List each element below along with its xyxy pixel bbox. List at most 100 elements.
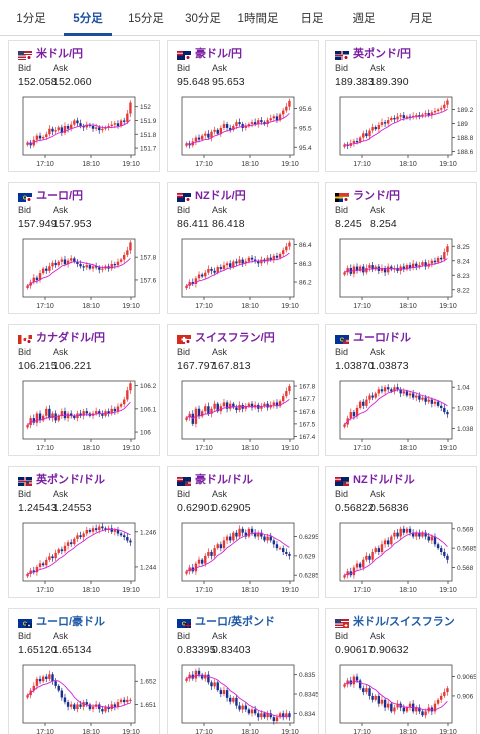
candle-body <box>343 424 346 427</box>
currency-card[interactable]: ユーロ/円 Bid 157.949 Ask 157.953 17:10 18:10 19:10… <box>8 182 160 314</box>
candlestick-chart: 17:10 18:10 19:10 157.8 157.6 <box>22 238 157 310</box>
candle-body <box>282 713 285 718</box>
currency-card[interactable]: 豪ドル/ドル Bid 0.62901 Ask 0.62905 17:10 18:10 19:1… <box>167 466 319 598</box>
currency-pair-link[interactable]: 英ポンド/ドル <box>9 467 161 487</box>
candle-body <box>446 246 449 253</box>
ask-value: 152.060 <box>53 76 92 88</box>
candle-body <box>113 123 117 125</box>
price-chart[interactable]: 17:10 18:10 19:10 157.8 157.6 <box>11 235 159 313</box>
currency-pair-link[interactable]: 米ドル/スイスフラン <box>326 609 478 629</box>
candle-body <box>101 268 104 270</box>
currency-card[interactable]: NZドル/ドル Bid 0.56822 Ask 0.56836 17:10 18:10 19:… <box>325 466 477 598</box>
currency-card[interactable]: 米ドル/スイスフラン Bid 0.90617 Ask 0.90632 17:10 18:10… <box>325 608 477 734</box>
price-chart[interactable]: 17:10 18:10 19:10 0.6295 0.629 0.6285 <box>170 519 318 597</box>
plot-frame <box>339 96 453 156</box>
currency-card[interactable]: スイスフラン/円 Bid 167.797 Ask 167.813 17:10 18:10 19… <box>167 324 319 456</box>
candle-body <box>362 688 365 693</box>
plot-frame <box>181 380 295 440</box>
currency-pair-link[interactable]: 豪ドル/ドル <box>168 467 320 487</box>
currency-card[interactable]: カナダドル/円 Bid 106.215 Ask 106.221 17:10 18:10 19:… <box>8 324 160 456</box>
price-chart[interactable]: 17:10 18:10 19:10 106.2 106.1 106 <box>11 377 159 455</box>
candle-body <box>263 536 266 541</box>
candle-body <box>247 709 251 714</box>
currency-pair-name: カナダドル/円 <box>36 332 106 344</box>
candle-body <box>26 695 29 698</box>
candle-body <box>232 126 235 130</box>
candle-body <box>418 532 421 537</box>
price-chart[interactable]: 17:10 18:10 19:10 95.6 95.5 95.4 <box>170 93 318 171</box>
currency-card[interactable]: ユーロ/ドル Bid 1.03870 Ask 1.03873 17:10 18:10 19:1… <box>325 324 477 456</box>
candle-body <box>288 242 291 247</box>
price-chart[interactable]: 17:10 18:10 19:10 1.04 1.039 1.038 <box>328 377 476 455</box>
tab-7[interactable]: 月足 <box>409 13 433 25</box>
candle-body <box>405 116 409 118</box>
price-chart[interactable]: 17:10 18:10 19:10 0.569 0.5685 0.568 <box>328 519 476 597</box>
moving-average-line <box>344 389 448 425</box>
price-chart[interactable]: 17:10 18:10 19:10 152 151.9 151.8 151.7 <box>11 93 159 171</box>
moving-average-line <box>186 399 290 419</box>
price-chart[interactable]: 17:10 18:10 19:10 1.246 1.244 <box>11 519 159 597</box>
tab-6[interactable]: 週足 <box>352 13 376 25</box>
candle-body <box>45 408 48 416</box>
currency-pair-link[interactable]: ユーロ/ドル <box>326 325 478 345</box>
tab-1[interactable]: 5分足 <box>64 0 112 36</box>
candle-body <box>241 528 244 533</box>
candle-body <box>390 536 393 545</box>
currency-pair-link[interactable]: NZドル/円 <box>168 183 320 203</box>
bid-label: Bid <box>177 489 191 499</box>
candle-body <box>371 552 374 560</box>
price-chart[interactable]: 17:10 18:10 19:10 167.8 167.7 167.6 167.5 167.4 <box>170 377 318 455</box>
currency-pair-link[interactable]: 米ドル/円 <box>9 41 161 61</box>
tab-4[interactable]: 1時間足 <box>237 13 279 25</box>
candle-body <box>94 127 98 129</box>
candle-body <box>440 548 443 552</box>
currency-pair-link[interactable]: ユーロ/英ポンド <box>168 609 320 629</box>
candle-body <box>63 126 67 133</box>
price-chart[interactable]: 17:10 18:10 19:10 189.2 189 188.8 188.6 <box>328 93 476 171</box>
candlestick-chart: 17:10 18:10 19:10 152 151.9 151.8 151.7 <box>22 96 157 168</box>
currency-pair-link[interactable]: 豪ドル/円 <box>168 41 320 61</box>
currency-card[interactable]: 英ポンド/ドル Bid 1.24543 Ask 1.24553 17:10 18:10 19:… <box>8 466 160 598</box>
ask-value: 189.390 <box>370 76 409 88</box>
candle-body <box>433 536 437 545</box>
candle-body <box>371 395 374 398</box>
price-chart[interactable]: 17:10 18:10 19:10 8.25 8.24 8.23 8.22 <box>328 235 476 313</box>
currency-pair-link[interactable]: 英ポンド/円 <box>326 41 478 61</box>
x-tick-label: 18:10 <box>241 303 259 310</box>
currency-card[interactable]: 豪ドル/円 Bid 95.648 Ask 95.653 17:10 18:10 19:10 95… <box>167 40 319 172</box>
currency-card[interactable]: NZドル/円 Bid 86.411 Ask 86.418 17:10 18:10 19:10 8… <box>167 182 319 314</box>
price-chart[interactable]: 17:10 18:10 19:10 0.9065 0.906 <box>328 661 476 734</box>
tab-5[interactable]: 日足 <box>300 13 324 25</box>
tab-2[interactable]: 15分足 <box>128 13 164 25</box>
candle-body <box>76 535 79 539</box>
currency-pair-name: 豪ドル/円 <box>195 48 243 60</box>
candle-body <box>349 412 352 419</box>
tab-0[interactable]: 1分足 <box>16 13 46 25</box>
currency-card[interactable]: ランド/円 Bid 8.245 Ask 8.254 17:10 18:10 19:10 8.25… <box>325 182 477 314</box>
currency-pair-link[interactable]: ユーロ/豪ドル <box>9 609 161 629</box>
candle-body <box>82 266 85 268</box>
bid-value: 152.058 <box>18 76 57 88</box>
candle-body <box>110 408 113 414</box>
candle-body <box>250 122 254 125</box>
candle-body <box>79 535 82 538</box>
candle-body <box>272 255 276 260</box>
currency-pair-link[interactable]: NZドル/ドル <box>326 467 478 487</box>
currency-pair-link[interactable]: ユーロ/円 <box>9 183 161 203</box>
candle-body <box>380 268 384 271</box>
tab-3[interactable]: 30分足 <box>185 13 221 25</box>
candle-body <box>380 699 384 704</box>
price-chart[interactable]: 17:10 18:10 19:10 1.652 1.651 <box>11 661 159 734</box>
currency-pair-link[interactable]: スイスフラン/円 <box>168 325 320 345</box>
currency-pair-link[interactable]: ランド/円 <box>326 183 478 203</box>
y-tick-label: 151.9 <box>140 118 157 125</box>
currency-card[interactable]: ユーロ/豪ドル Bid 1.65120 Ask 1.65134 17:10 18:10 19:… <box>8 608 160 734</box>
currency-card[interactable]: ユーロ/英ポンド Bid 0.83395 Ask 0.83403 17:10 18:10 19… <box>167 608 319 734</box>
candle-body <box>91 126 95 129</box>
price-chart[interactable]: 17:10 18:10 19:10 86.4 86.3 86.2 <box>170 235 318 313</box>
currency-card[interactable]: 英ポンド/円 Bid 189.383 Ask 189.390 17:10 18:10 19:1… <box>325 40 477 172</box>
currency-card[interactable]: 米ドル/円 Bid 152.058 Ask 152.060 17:10 18:10 19:10… <box>8 40 160 172</box>
x-tick-label: 18:10 <box>241 587 259 594</box>
price-chart[interactable]: 17:10 18:10 19:10 0.835 0.8345 0.834 <box>170 661 318 734</box>
currency-pair-link[interactable]: カナダドル/円 <box>9 325 161 345</box>
